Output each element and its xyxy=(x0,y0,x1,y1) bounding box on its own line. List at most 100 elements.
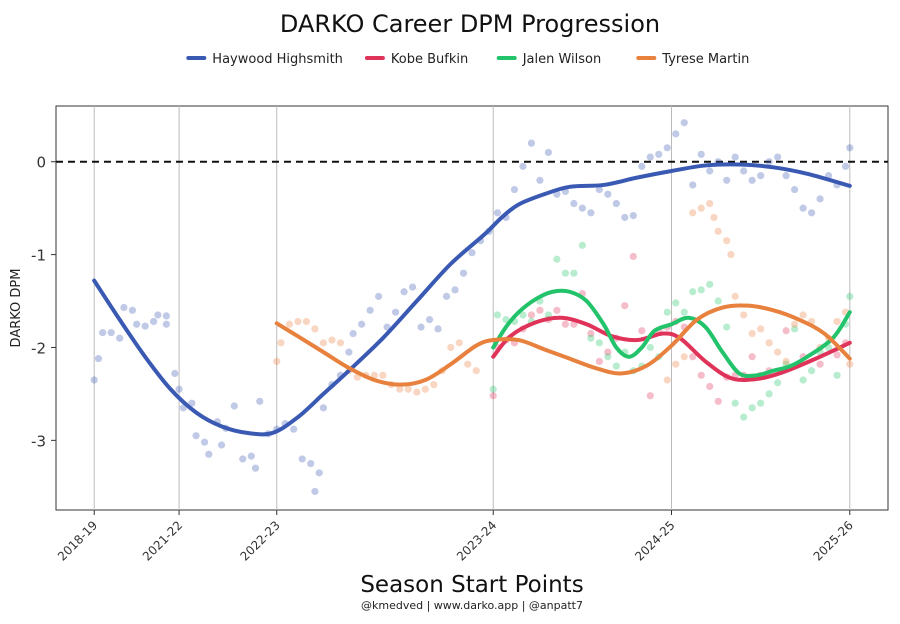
data-point xyxy=(612,362,620,370)
data-point xyxy=(799,376,807,384)
grid xyxy=(93,106,851,510)
data-point xyxy=(298,455,306,463)
data-point xyxy=(311,325,319,333)
data-point xyxy=(782,357,790,366)
caption: @kmedved | www.darko.app | @anpatt7 xyxy=(361,599,583,612)
data-point xyxy=(345,348,353,356)
data-point xyxy=(807,209,816,217)
data-point xyxy=(672,360,680,368)
data-point xyxy=(604,348,612,356)
data-point xyxy=(723,237,731,245)
data-point xyxy=(706,199,714,208)
data-point xyxy=(727,250,735,259)
data-point xyxy=(434,325,442,333)
data-point xyxy=(171,369,179,378)
data-point xyxy=(689,288,697,296)
data-point xyxy=(689,353,697,361)
x-tick-label: 2018-19 xyxy=(55,518,100,563)
data-point xyxy=(154,311,162,319)
data-point xyxy=(472,367,480,375)
plot-area xyxy=(55,105,889,511)
data-point xyxy=(791,320,799,328)
data-point xyxy=(672,130,680,138)
data-point xyxy=(774,348,782,356)
data-point xyxy=(740,311,748,319)
data-point xyxy=(366,306,374,314)
data-point xyxy=(697,286,705,294)
data-point xyxy=(595,185,603,194)
data-point xyxy=(358,320,366,328)
data-point xyxy=(527,311,536,319)
data-point xyxy=(493,209,502,217)
data-point xyxy=(680,119,688,127)
data-point xyxy=(251,464,260,472)
data-point xyxy=(846,360,854,368)
data-point xyxy=(689,181,697,189)
data-point xyxy=(162,312,170,320)
data-point xyxy=(570,269,578,277)
data-point xyxy=(816,360,824,368)
data-point xyxy=(706,382,714,391)
data-point xyxy=(689,209,697,217)
data-point xyxy=(116,334,124,342)
data-point xyxy=(765,339,773,347)
y-tick-label: -2 xyxy=(31,339,46,357)
data-point xyxy=(604,353,612,361)
data-point xyxy=(680,353,688,361)
data-point xyxy=(336,339,345,347)
data-point xyxy=(714,397,722,405)
data-point xyxy=(765,390,773,398)
data-point xyxy=(604,190,612,198)
data-point xyxy=(774,379,782,387)
series-line xyxy=(274,303,852,387)
data-point xyxy=(723,323,731,331)
data-point xyxy=(799,311,807,319)
y-axis-label: DARKO DPM xyxy=(9,269,24,348)
data-point xyxy=(757,399,765,407)
data-point xyxy=(217,441,226,449)
data-point xyxy=(587,209,595,217)
data-point xyxy=(621,213,629,222)
data-point xyxy=(468,249,476,257)
data-point xyxy=(396,385,404,393)
data-point xyxy=(442,292,451,300)
data-point xyxy=(133,320,141,328)
data-point xyxy=(413,388,421,396)
data-point xyxy=(638,327,646,335)
data-point xyxy=(307,459,315,468)
legend-label: Jalen Wilson xyxy=(522,52,602,67)
data-point xyxy=(723,176,731,184)
data-point xyxy=(90,376,98,384)
data-point xyxy=(205,450,213,458)
data-point xyxy=(710,213,718,222)
x-tick-label: 2023-24 xyxy=(454,518,499,563)
data-point xyxy=(612,199,620,208)
y-tick-label: 0 xyxy=(36,154,46,172)
data-point xyxy=(519,162,527,170)
data-point xyxy=(451,286,459,294)
data-point xyxy=(527,139,536,147)
data-point xyxy=(833,317,841,326)
data-point xyxy=(714,227,722,235)
data-point xyxy=(629,211,637,220)
data-point xyxy=(379,371,387,379)
data-point xyxy=(319,339,328,347)
data-point xyxy=(740,413,748,421)
data-point xyxy=(748,353,756,361)
data-point xyxy=(807,367,816,375)
data-point xyxy=(782,172,790,180)
series-line xyxy=(491,315,852,383)
x-axis-label: Season Start Points xyxy=(360,572,583,598)
data-point xyxy=(425,316,434,324)
data-point xyxy=(697,150,705,158)
data-point xyxy=(455,339,463,347)
data-point xyxy=(561,320,569,328)
y-tick-label: -3 xyxy=(31,432,46,450)
data-point xyxy=(417,323,425,331)
data-point xyxy=(646,392,654,400)
legend-label: Haywood Highsmith xyxy=(212,52,343,67)
data-point xyxy=(175,385,183,393)
data-point xyxy=(120,303,128,312)
